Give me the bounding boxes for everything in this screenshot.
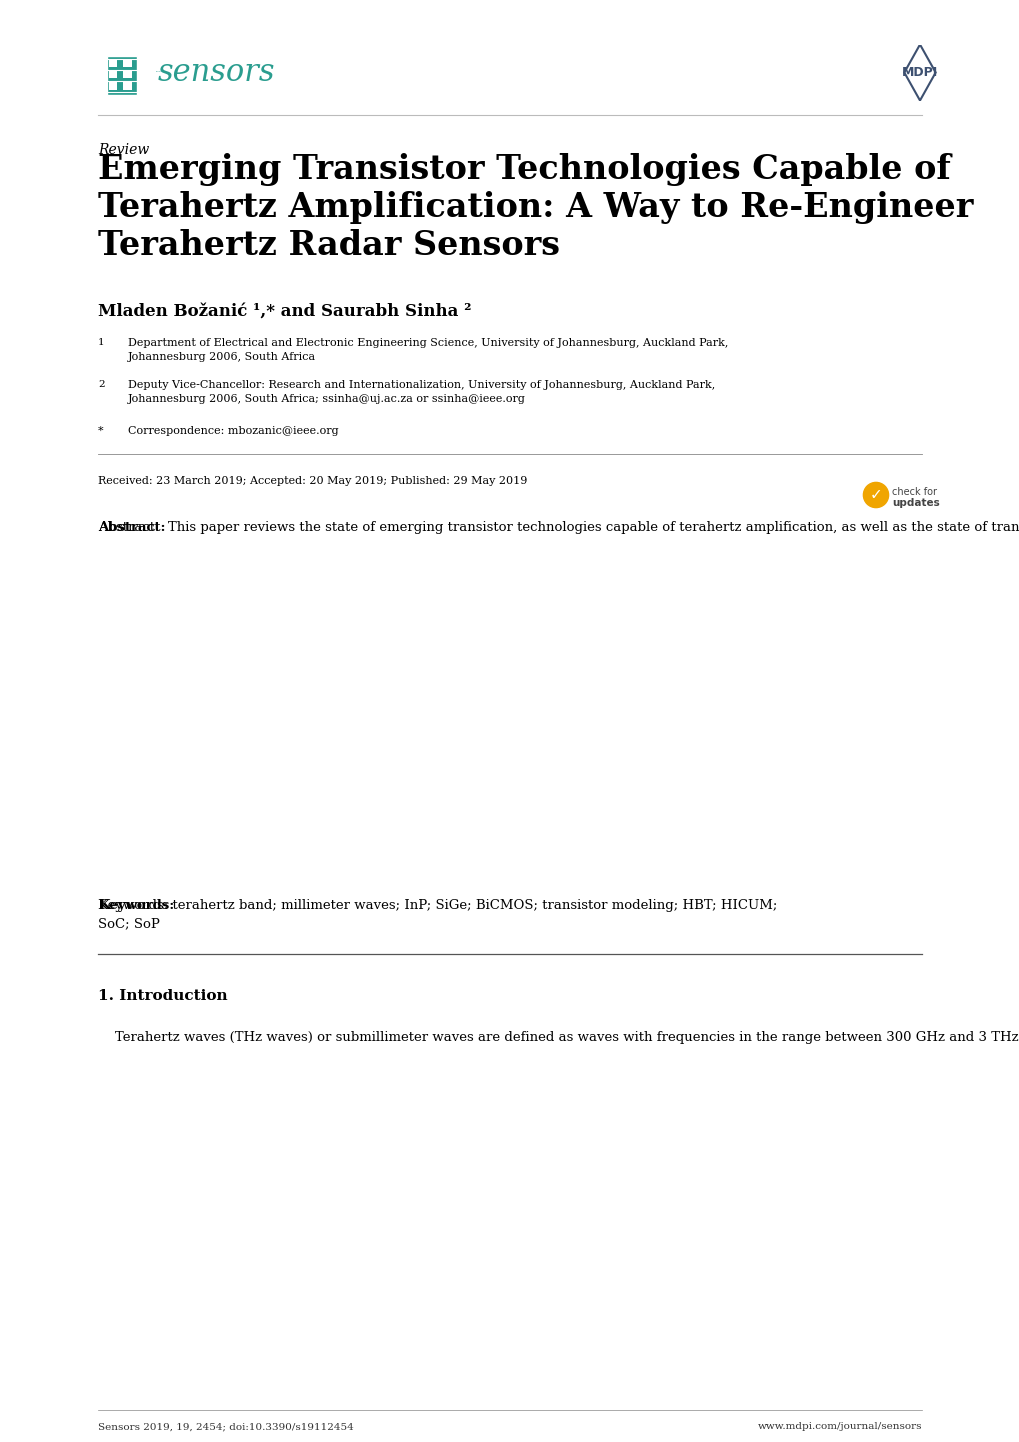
- Text: Abstract:: Abstract:: [98, 521, 165, 534]
- Text: Received: 23 March 2019; Accepted: 20 May 2019; Published: 29 May 2019: Received: 23 March 2019; Accepted: 20 Ma…: [98, 476, 527, 486]
- Text: Keywords: terahertz band; millimeter waves; InP; SiGe; BiCMOS; transistor modeli: Keywords: terahertz band; millimeter wav…: [98, 898, 776, 930]
- Text: Review: Review: [98, 143, 149, 157]
- Text: Terahertz waves (THz waves) or submillimeter waves are defined as waves with fre: Terahertz waves (THz waves) or submillim…: [98, 1031, 1019, 1044]
- Text: Deputy Vice-Chancellor: Research and Internationalization, University of Johanne: Deputy Vice-Chancellor: Research and Int…: [127, 381, 714, 404]
- Text: Emerging Transistor Technologies Capable of
Terahertz Amplification: A Way to Re: Emerging Transistor Technologies Capable…: [98, 153, 972, 262]
- Text: Abstract:  This paper reviews the state of emerging transistor technologies capa: Abstract: This paper reviews the state o…: [98, 521, 1019, 534]
- Text: *: *: [98, 425, 104, 435]
- Text: Mladen Božanić ¹,* and Saurabh Sinha ²: Mladen Božanić ¹,* and Saurabh Sinha ²: [98, 303, 471, 320]
- FancyBboxPatch shape: [108, 82, 117, 89]
- FancyBboxPatch shape: [108, 59, 117, 66]
- Circle shape: [862, 483, 888, 508]
- Text: check for: check for: [892, 487, 936, 497]
- Text: 1: 1: [98, 337, 105, 348]
- Text: ✓: ✓: [869, 487, 881, 502]
- FancyBboxPatch shape: [123, 59, 131, 66]
- Text: Keywords:: Keywords:: [98, 898, 174, 911]
- Text: sensors: sensors: [158, 58, 275, 88]
- FancyBboxPatch shape: [108, 71, 117, 78]
- Text: updates: updates: [892, 497, 938, 508]
- Text: 1. Introduction: 1. Introduction: [98, 989, 227, 1004]
- FancyBboxPatch shape: [123, 71, 131, 78]
- FancyBboxPatch shape: [123, 82, 131, 89]
- Text: MDPI: MDPI: [901, 66, 937, 79]
- Text: 2: 2: [98, 381, 105, 389]
- FancyBboxPatch shape: [107, 56, 138, 95]
- Text: Correspondence: mbozanic@ieee.org: Correspondence: mbozanic@ieee.org: [127, 425, 338, 435]
- Text: www.mdpi.com/journal/sensors: www.mdpi.com/journal/sensors: [757, 1422, 921, 1430]
- Text: Sensors 2019, 19, 2454; doi:10.3390/s19112454: Sensors 2019, 19, 2454; doi:10.3390/s191…: [98, 1422, 354, 1430]
- Text: Department of Electrical and Electronic Engineering Science, University of Johan: Department of Electrical and Electronic …: [127, 337, 728, 362]
